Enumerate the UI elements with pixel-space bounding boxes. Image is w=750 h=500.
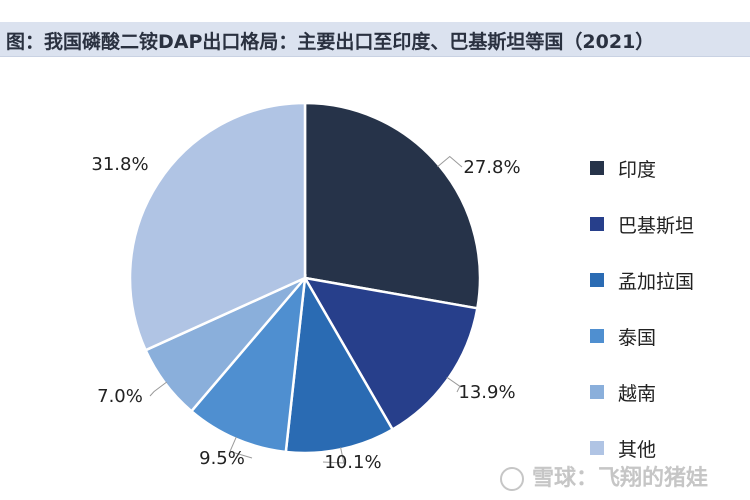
- legend-label-5: 其他: [618, 438, 657, 461]
- slice-label-3: 9.5%: [199, 448, 245, 469]
- slice-label-4: 7.0%: [97, 386, 143, 407]
- leader-line-2: [322, 447, 345, 464]
- legend-label-0: 印度: [618, 158, 657, 181]
- legend-swatch-3: [590, 329, 604, 343]
- slice-label-5: 31.8%: [91, 154, 148, 175]
- slice-label-2: 10.1%: [324, 452, 381, 473]
- slice-label-1: 13.9%: [458, 382, 515, 403]
- legend-item-5: 其他: [590, 420, 694, 476]
- watermark: 雪球：飞翔的猪娃: [500, 460, 708, 492]
- leader-line-0: [437, 155, 463, 168]
- legend-swatch-5: [590, 441, 604, 455]
- leader-line-3: [229, 436, 253, 459]
- legend-item-0: 印度: [590, 140, 694, 196]
- legend-label-4: 越南: [618, 382, 657, 405]
- pie-slice-0: [303, 101, 482, 310]
- legend-item-1: 巴基斯坦: [590, 196, 694, 252]
- legend-item-2: 孟加拉国: [590, 252, 694, 308]
- legend-label-1: 巴基斯坦: [618, 214, 695, 237]
- watermark-text: 雪球：飞翔的猪娃: [532, 466, 709, 491]
- legend: 印度巴基斯坦孟加拉国泰国越南其他: [590, 140, 694, 476]
- pie-slice-5: [128, 101, 307, 352]
- legend-swatch-1: [590, 217, 604, 231]
- snowball-logo-icon: [500, 467, 524, 491]
- slice-label-0: 27.8%: [463, 157, 520, 178]
- legend-label-3: 泰国: [618, 326, 657, 349]
- legend-item-3: 泰国: [590, 308, 694, 364]
- pie-chart: 27.8% 13.9% 10.1% 9.5% 7.0% 31.8%: [91, 101, 521, 473]
- leader-line-1: [446, 376, 461, 393]
- legend-swatch-4: [590, 385, 604, 399]
- legend-item-4: 越南: [590, 364, 694, 420]
- leader-line-4: [149, 381, 168, 397]
- legend-label-2: 孟加拉国: [618, 270, 695, 293]
- legend-swatch-2: [590, 273, 604, 287]
- legend-swatch-0: [590, 161, 604, 175]
- chart-title: 图：我国磷酸二铵DAP出口格局：主要出口至印度、巴基斯坦等国（2021）: [6, 31, 655, 53]
- title-bar: 图：我国磷酸二铵DAP出口格局：主要出口至印度、巴基斯坦等国（2021）: [0, 22, 750, 57]
